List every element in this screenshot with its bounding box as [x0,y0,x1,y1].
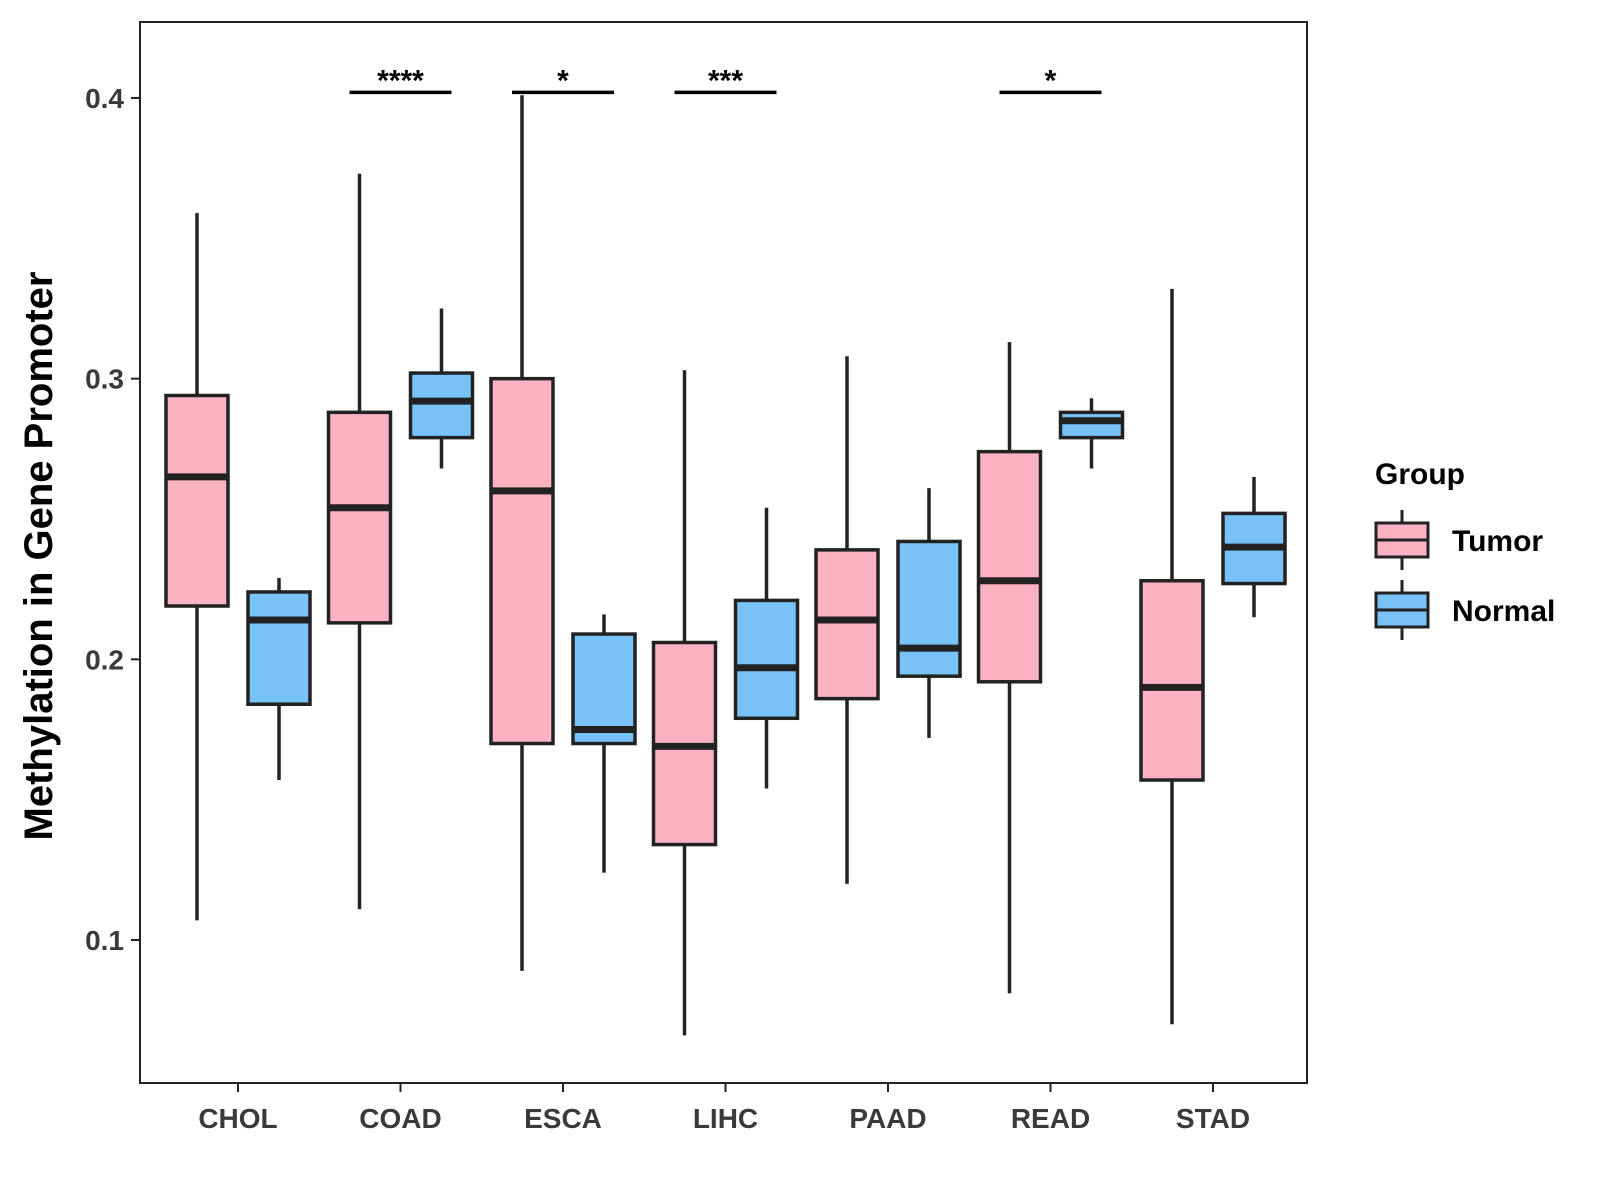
box-body [489,376,555,746]
box-body [1139,578,1205,782]
box-body [408,371,475,440]
y-tick-label: 0.2 [85,644,124,675]
series-normal [246,308,1287,873]
box-chol-normal [246,577,312,781]
box-coad-normal [408,308,475,469]
box-paad-tumor [814,356,880,884]
y-axis-title: Methylation in Gene Promoter [17,272,61,841]
significance-label: * [1045,64,1057,97]
y-tick-label: 0.3 [85,364,124,395]
box-esca-tumor [489,95,555,971]
box-body [814,548,880,701]
x-tick-label: CHOL [198,1103,277,1134]
box-body [246,590,312,706]
legend-entries: Tumor Normal [1374,510,1555,640]
panel-border [139,21,1308,1084]
box-paad-normal [896,488,962,738]
x-tick-label: READ [1011,1103,1090,1134]
legend-key-normal: Normal [1374,580,1555,640]
box-body [976,449,1043,684]
box-body [896,539,962,678]
box-lihc-tumor [651,370,718,1036]
box-read-tumor [976,342,1043,994]
y-tick-label: 0.4 [85,83,124,114]
box-series [164,95,1287,1036]
box-esca-normal [571,614,637,873]
significance-label: * [557,64,569,97]
box-body [571,632,637,746]
legend-label: Normal [1452,595,1555,628]
legend-label: Tumor [1452,525,1543,558]
box-body [326,410,393,625]
x-tick-label: ESCA [524,1103,602,1134]
box-body [733,598,800,721]
x-axis-ticks: CHOL COAD ESCA LIHC PAAD READ STAD [198,1083,1250,1134]
y-tick-label: 0.1 [85,925,124,956]
y-axis-ticks: 0.1 0.2 0.3 0.4 [85,83,140,956]
x-tick-label: STAD [1176,1103,1250,1134]
legend-title: Group [1375,458,1465,491]
box-body [164,393,230,608]
significance-annotations: **** * *** * [349,64,1102,97]
legend: Group Tumor Normal [1374,458,1555,640]
significance-label: **** [377,64,424,97]
series-tumor [164,95,1205,1036]
box-coad-tumor [326,173,393,910]
box-stad-normal [1221,476,1287,618]
box-chol-tumor [164,213,230,921]
box-read-normal [1058,398,1125,469]
box-stad-tumor [1139,288,1205,1025]
legend-key-tumor: Tumor [1374,510,1543,570]
x-tick-label: PAAD [849,1103,926,1134]
box-body [1058,410,1125,440]
significance-label: *** [708,64,743,97]
x-tick-label: LIHC [693,1103,758,1134]
x-tick-label: COAD [359,1103,441,1134]
box-lihc-normal [733,507,800,789]
